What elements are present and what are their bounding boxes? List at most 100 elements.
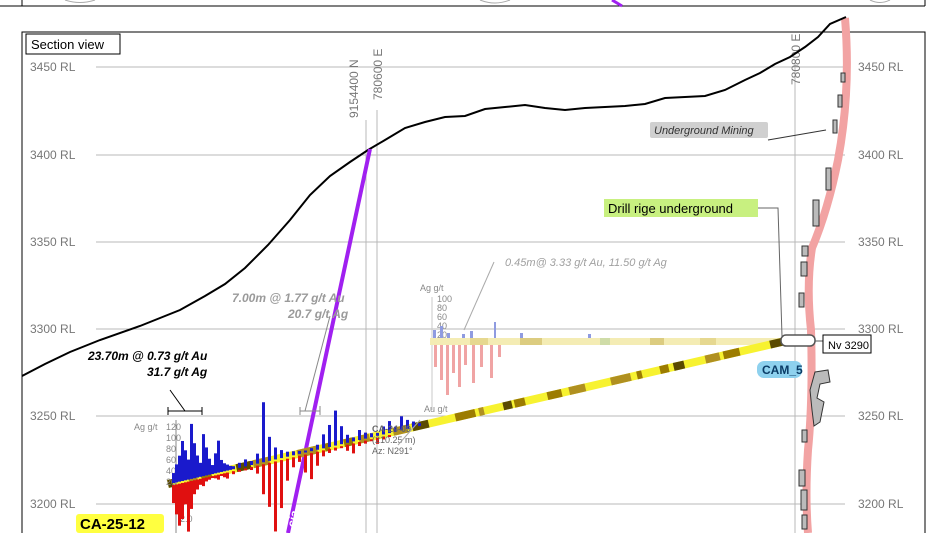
ag-bar [358,430,361,441]
trace-segment [502,400,513,411]
northing-label: 9154400 N [347,59,361,118]
main-intercept-ag: 31.7 g/t Ag [147,365,208,379]
au-bar [334,447,337,451]
rl-label-3400-left: 3400 RL [30,148,76,162]
au-bar [226,472,229,479]
vein-label: cia [284,509,301,529]
easting-gridlines [365,60,796,533]
ag-bar [298,450,301,454]
au-bar [340,446,343,449]
au-bar [322,450,325,457]
intercept-bracket-mid [299,315,331,415]
ag-bar [418,423,421,427]
hole-ca-25-12-tag: CA-25-12 [80,516,145,533]
underground-mining-bg [650,122,768,138]
au-bar [202,478,205,487]
ag-bar [187,459,190,480]
ag-bar [328,424,331,447]
far-intercept: 0.45m@ 3.33 g/t Au, 11.50 g/t Ag [505,257,668,269]
au-bar [238,469,241,472]
au-bar [286,458,289,481]
au-bar [256,465,259,474]
au-bar [208,476,211,480]
rl-label-3200-left: 3200 RL [30,497,76,511]
au-bar [250,467,253,471]
ag-bar [394,426,397,432]
lower-ag-tick-60: 60 [166,455,176,465]
trace-segment [513,397,526,408]
underground-mining-label: Underground Mining [654,125,755,137]
ag-bar [370,433,373,438]
ag-bar [202,434,205,477]
trace-segment [252,456,271,469]
ag-bar [199,462,202,477]
au-bar [196,479,199,490]
trace-segment [546,388,563,401]
upper-ag-tick-80: 80 [437,303,447,313]
au-bar [280,460,283,509]
ag-bar [217,440,220,473]
upper-ag-tick-100: 100 [437,294,452,304]
drill-rig-label: Drill rige underground [608,201,733,216]
upper-panel-remnant [0,0,926,8]
ag-bar [181,440,184,481]
ag-bar [214,453,217,474]
au-bar [193,480,196,495]
ag-bar [346,434,349,443]
au-bar [178,483,181,526]
ag-bar [226,464,229,471]
rl-label-3300-left: 3300 RL [30,322,76,336]
rl-label-3450-left: 3450 RL [30,60,76,74]
title-box [25,33,121,55]
upper-ag-axis-label: Ag g/t [420,283,444,293]
ag-bar [262,402,265,463]
trace-segment [636,370,643,380]
rl-label-3350-left: 3350 RL [30,235,76,249]
au-bar [190,480,193,509]
main-intercept-au: 23.70m @ 0.73 g/t Au [87,349,208,363]
ag-bar [196,455,199,478]
trace-segment [609,372,632,386]
drill-rig-label-bg [604,199,758,217]
ag-bar [304,450,307,453]
au-bar [268,462,271,507]
au-bar [346,444,349,451]
trace-segment [478,406,485,416]
ag-bar [316,444,319,450]
section-title: Section view [31,37,105,52]
ag-bar [268,436,271,461]
ag-bar [400,416,403,431]
ag-bar [310,448,313,452]
rl-label-3250-right: 3250 RL [858,409,904,423]
ag-bar [232,466,235,470]
ag-bar [388,421,391,434]
hole-ca-24-09-length: (210.25 m) [372,435,416,445]
ag-bar [406,419,409,429]
trace-segment [672,360,686,371]
lower-au-tick-b: 2.0 [180,514,193,524]
collar-tag: CAM_5 [762,363,803,377]
mid-intercept-ag: 20.7 g/t Ag [287,307,349,321]
au-bar [382,436,385,440]
level-box [822,334,872,354]
au-bar [328,448,331,453]
trace-segment [454,408,477,422]
au-bar [292,457,295,468]
ag-bar [175,464,178,483]
ag-bar [382,426,385,435]
au-bar [316,451,319,466]
au-bar [217,474,220,480]
rl-label-3300-right: 3300 RL [858,322,904,336]
collar-marker [780,334,816,347]
ag-bar [193,443,196,479]
lower-ag-tick-100: 100 [166,433,181,443]
ag-bar [274,447,277,460]
ag-bar [205,447,208,476]
ag-bar [190,423,193,479]
au-bar [220,473,223,476]
ag-bar [208,458,211,475]
au-bar [352,443,355,454]
ag-bar [286,451,289,457]
mid-intercept-au: 7.00m @ 1.77 g/t Au [232,291,345,305]
